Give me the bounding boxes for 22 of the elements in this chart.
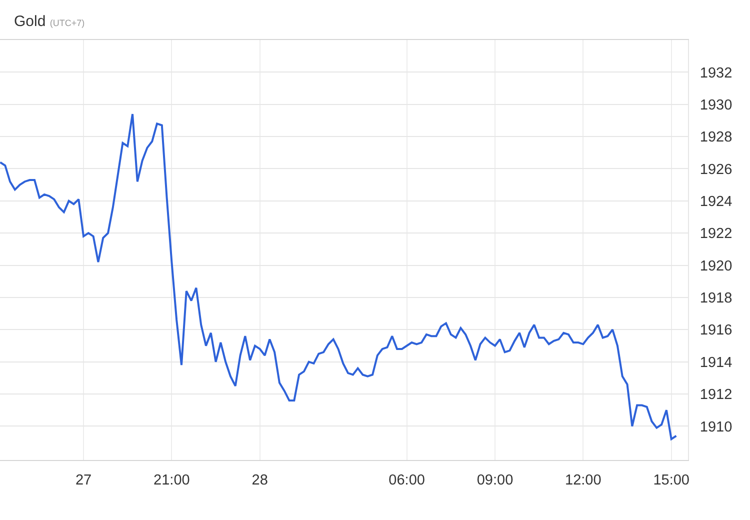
- x-tick-label: 15:00: [653, 472, 690, 488]
- line-series: [0, 113, 678, 440]
- y-tick-label: 1912: [700, 387, 732, 404]
- y-tick-label: 1920: [700, 258, 732, 274]
- x-tick-label: 27: [75, 472, 92, 488]
- y-tick-label: 1918: [700, 290, 732, 307]
- x-tick-label: 28: [252, 472, 268, 488]
- x-tick-label: 21:00: [154, 472, 190, 488]
- y-tick-label: 1910: [700, 419, 732, 436]
- y-tick-label: 1922: [700, 226, 732, 242]
- y-tick-label: 1928: [700, 130, 732, 146]
- chart-subtitle: (UTC+7): [50, 18, 85, 28]
- y-tick-label: 1930: [700, 97, 732, 114]
- chart-title: Gold: [14, 12, 46, 30]
- y-tick-label: 1932: [700, 65, 732, 82]
- x-tick-label: 09:00: [476, 472, 514, 488]
- y-tick-label: 1914: [700, 354, 732, 371]
- y-tick-label: 1916: [700, 322, 732, 339]
- y-tick-label: 1924: [700, 194, 732, 210]
- x-tick-label: 06:00: [388, 472, 425, 488]
- x-tick-label: 12:00: [565, 472, 602, 488]
- y-tick-label: 1926: [700, 162, 732, 178]
